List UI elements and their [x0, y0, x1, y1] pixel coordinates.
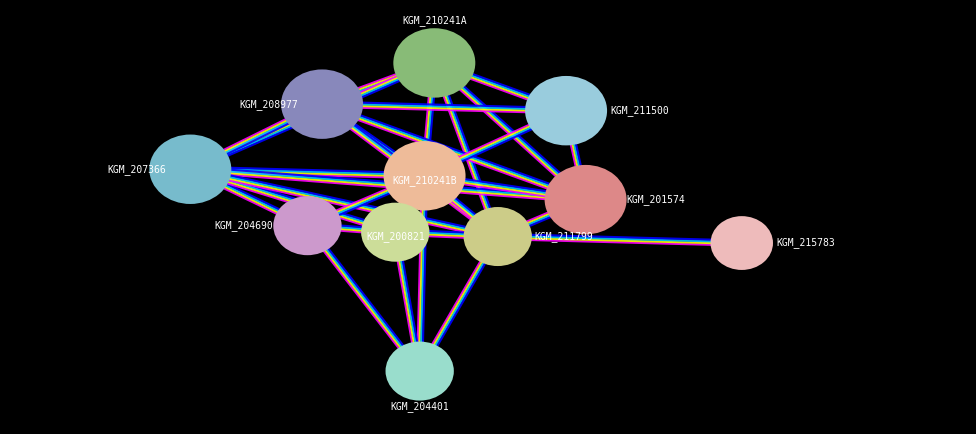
Ellipse shape	[545, 165, 627, 234]
Ellipse shape	[386, 342, 454, 401]
Text: KGM_200821: KGM_200821	[366, 231, 425, 242]
Text: KGM_211799: KGM_211799	[535, 231, 593, 242]
Text: KGM_208977: KGM_208977	[239, 99, 298, 110]
Ellipse shape	[281, 69, 363, 139]
Ellipse shape	[361, 203, 429, 262]
Ellipse shape	[273, 196, 342, 255]
Text: KGM_207366: KGM_207366	[107, 164, 166, 175]
Text: KGM_210241A: KGM_210241A	[402, 15, 467, 26]
Text: KGM_204690: KGM_204690	[215, 220, 273, 231]
Ellipse shape	[711, 216, 773, 270]
Ellipse shape	[464, 207, 532, 266]
Text: KGM_211500: KGM_211500	[610, 105, 669, 116]
Text: KGM_210241B: KGM_210241B	[392, 175, 457, 186]
Text: KGM_201574: KGM_201574	[627, 194, 685, 205]
Ellipse shape	[384, 141, 466, 210]
Text: KGM_215783: KGM_215783	[776, 237, 834, 249]
Ellipse shape	[393, 28, 475, 98]
Ellipse shape	[149, 135, 231, 204]
Ellipse shape	[525, 76, 607, 145]
Text: KGM_204401: KGM_204401	[390, 401, 449, 412]
